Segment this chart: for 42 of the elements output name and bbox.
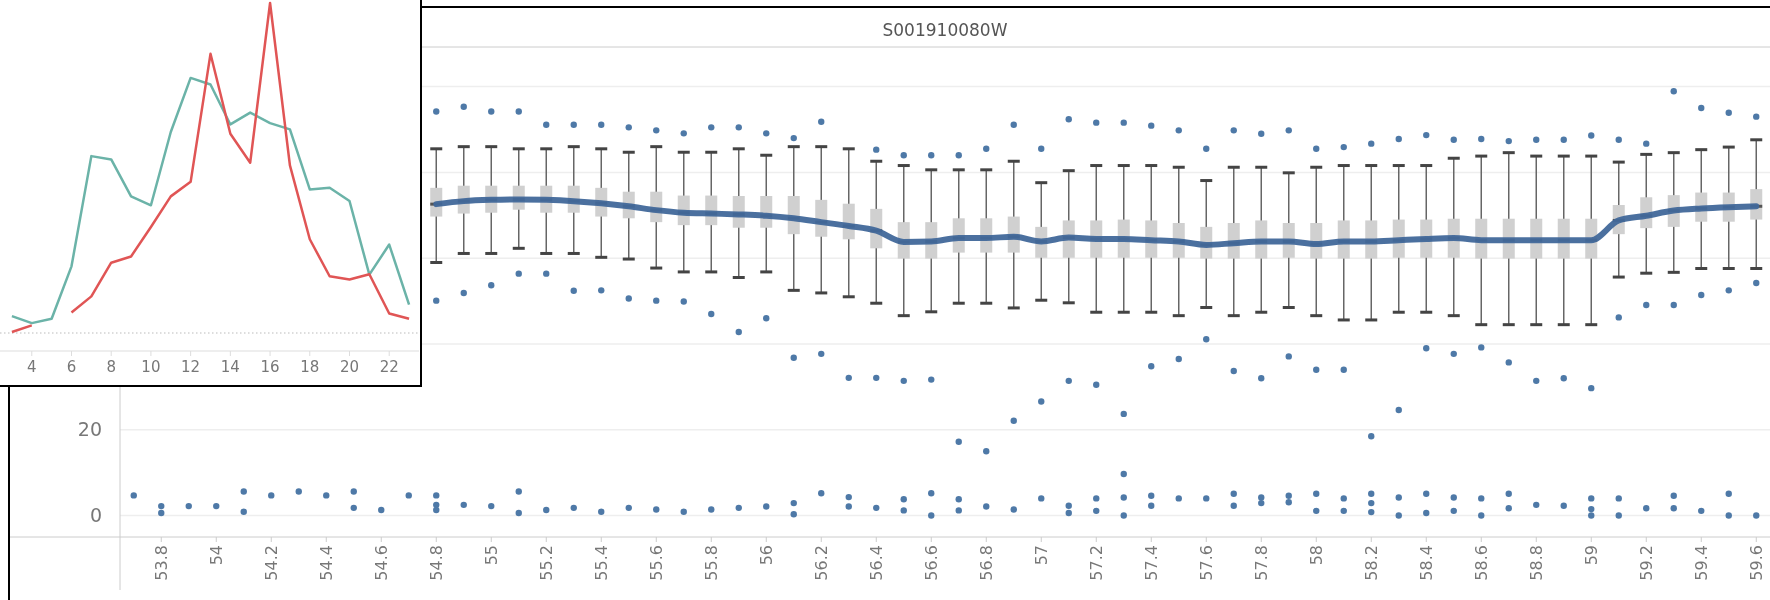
x-tick-label: 55.6 [646, 545, 666, 581]
x-tick-label: 54.8 [426, 545, 446, 581]
x-tick-label: 55.8 [701, 545, 721, 581]
x-tick-label: 55 [481, 545, 501, 566]
x-tick-label: 56.8 [976, 545, 996, 581]
x-tick-label: 55.4 [591, 545, 611, 581]
x-tick-label: 20 [339, 358, 360, 377]
x-tick-label: 6 [66, 358, 77, 377]
x-tick-label: 12 [181, 358, 201, 377]
x-tick-label: 58.6 [1471, 545, 1491, 581]
x-tick-label: 10 [141, 358, 161, 377]
x-tick-label: 54 [206, 545, 226, 566]
x-tick-label: 14 [220, 358, 240, 377]
x-tick-label: 16 [260, 358, 280, 377]
x-tick-label: 54.6 [371, 545, 391, 581]
x-tick-label: 56.6 [921, 545, 941, 581]
x-tick-label: 59.2 [1636, 545, 1656, 581]
x-tick-label: 58.8 [1526, 545, 1546, 581]
x-tick-label: 22 [379, 358, 399, 377]
x-tick-label: 53.8 [151, 545, 171, 581]
x-tick-label: 57.6 [1196, 545, 1216, 581]
x-tick-label: 59.6 [1746, 545, 1766, 581]
x-tick-label: 54.4 [316, 545, 336, 581]
x-tick-label: 56 [756, 545, 776, 566]
x-tick-label: 4 [27, 358, 37, 377]
x-tick-label: 57.8 [1251, 545, 1271, 581]
x-tick-label: 18 [300, 358, 320, 377]
x-tick-label: 57.2 [1086, 545, 1106, 581]
y-tick-label: 0 [89, 504, 102, 527]
x-tick-label: 8 [106, 358, 116, 377]
x-tick-label: 57 [1031, 545, 1051, 566]
x-tick-label: 58.2 [1361, 545, 1381, 581]
x-tick-label: 57.4 [1141, 545, 1161, 581]
x-tick-label: 58 [1306, 545, 1326, 566]
x-tick-label: 54.2 [261, 545, 281, 581]
x-tick-label: 59.4 [1691, 545, 1711, 581]
x-tick-label: 55.2 [536, 545, 556, 581]
x-tick-label: 56.4 [866, 545, 886, 581]
chart-title: S001910080W [882, 20, 1008, 40]
x-tick-label: 56.2 [811, 545, 831, 581]
x-tick-label: 58.4 [1416, 545, 1436, 581]
x-tick-label: 59 [1581, 545, 1601, 566]
